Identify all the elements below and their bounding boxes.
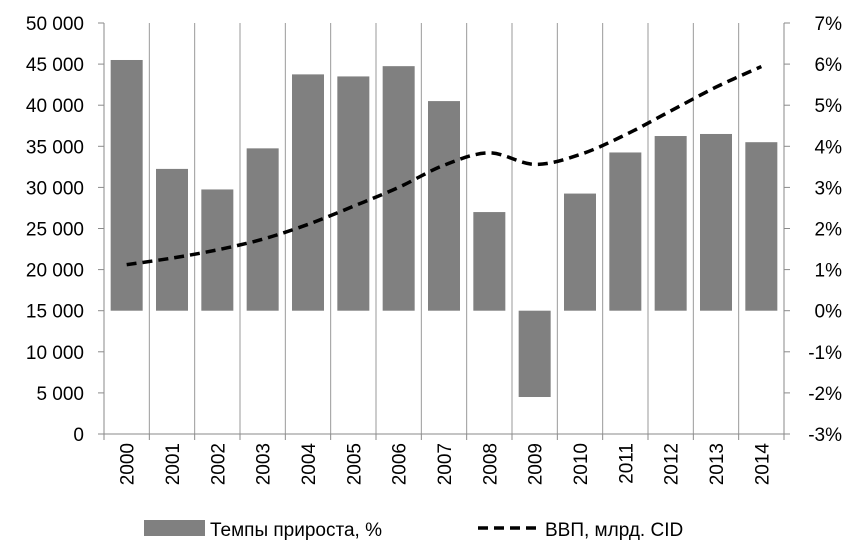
left-tick-label: 35 000 xyxy=(26,137,84,158)
bar xyxy=(518,310,551,398)
x-tick-label: 2004 xyxy=(299,443,320,486)
x-tick-label: 2014 xyxy=(752,443,773,486)
bar-series xyxy=(110,59,778,398)
right-tick-label: 6% xyxy=(815,55,843,76)
bar xyxy=(700,133,732,311)
x-tick-label: 2012 xyxy=(662,443,683,485)
left-tick-label: 25 000 xyxy=(26,220,84,241)
right-axis-ticks: -3% -2% -1% 0% 1% 2% 3% 4% 5% 6% 7% xyxy=(784,14,842,446)
x-tick-label: 2005 xyxy=(344,443,365,485)
right-tick-label: 1% xyxy=(815,261,843,282)
x-tick-label: 2007 xyxy=(435,443,456,485)
bar xyxy=(292,74,324,311)
legend-label-bar: Темпы прироста, % xyxy=(210,520,382,540)
gdp-line xyxy=(126,64,763,267)
x-tick-label: 2011 xyxy=(616,443,637,484)
x-tick-label: 2006 xyxy=(390,443,411,485)
left-tick-label: 30 000 xyxy=(26,178,84,199)
x-tick-label: 2000 xyxy=(118,443,139,485)
bar xyxy=(201,189,234,311)
left-tick-label: 15 000 xyxy=(26,302,84,323)
line-series xyxy=(126,64,763,267)
right-tick-label: 7% xyxy=(815,14,843,35)
left-axis-ticks: 0 5 000 10 000 15 000 20 000 25 000 30 000 35 0… xyxy=(26,14,104,446)
bar xyxy=(246,148,279,311)
right-tick-label: -3% xyxy=(808,425,842,446)
bar xyxy=(609,152,642,311)
bar xyxy=(428,101,460,311)
bar xyxy=(156,168,188,311)
x-tick-label: 2010 xyxy=(571,443,592,485)
x-tick-label: 2003 xyxy=(254,443,275,485)
bar xyxy=(564,193,596,311)
x-tick-label: 2009 xyxy=(526,443,547,485)
right-tick-label: -2% xyxy=(808,384,842,405)
left-tick-label: 50 000 xyxy=(26,14,84,35)
grid-lines xyxy=(148,23,740,434)
right-tick-label: 0% xyxy=(815,302,843,323)
legend-swatch-bar xyxy=(144,520,205,536)
bar xyxy=(654,136,687,311)
right-tick-label: 3% xyxy=(815,178,843,199)
x-tick-label: 2008 xyxy=(480,443,501,485)
legend: Темпы прироста, % ВВП, млрд. CID xyxy=(144,520,683,540)
x-axis-ticks: 2000 2001 2002 2003 2004 2005 2006 2007 2008 2009… xyxy=(103,434,785,486)
x-tick-label: 2001 xyxy=(163,443,184,485)
bar xyxy=(745,142,778,311)
right-tick-label: 4% xyxy=(815,137,843,158)
left-tick-label: 5 000 xyxy=(36,384,84,405)
bar xyxy=(337,76,370,311)
bar xyxy=(382,66,415,311)
right-tick-label: 2% xyxy=(815,220,843,241)
bar xyxy=(110,59,143,311)
left-tick-label: 10 000 xyxy=(26,343,84,364)
left-tick-label: 20 000 xyxy=(26,261,84,282)
x-tick-label: 2013 xyxy=(707,443,728,485)
right-tick-label: -1% xyxy=(808,343,842,364)
x-tick-label: 2002 xyxy=(208,443,229,485)
left-tick-label: 0 xyxy=(73,425,84,446)
legend-label-line: ВВП, млрд. CID xyxy=(545,520,683,540)
left-tick-label: 40 000 xyxy=(26,96,84,117)
right-tick-label: 5% xyxy=(815,96,843,117)
left-tick-label: 45 000 xyxy=(26,55,84,76)
bar xyxy=(473,212,506,311)
